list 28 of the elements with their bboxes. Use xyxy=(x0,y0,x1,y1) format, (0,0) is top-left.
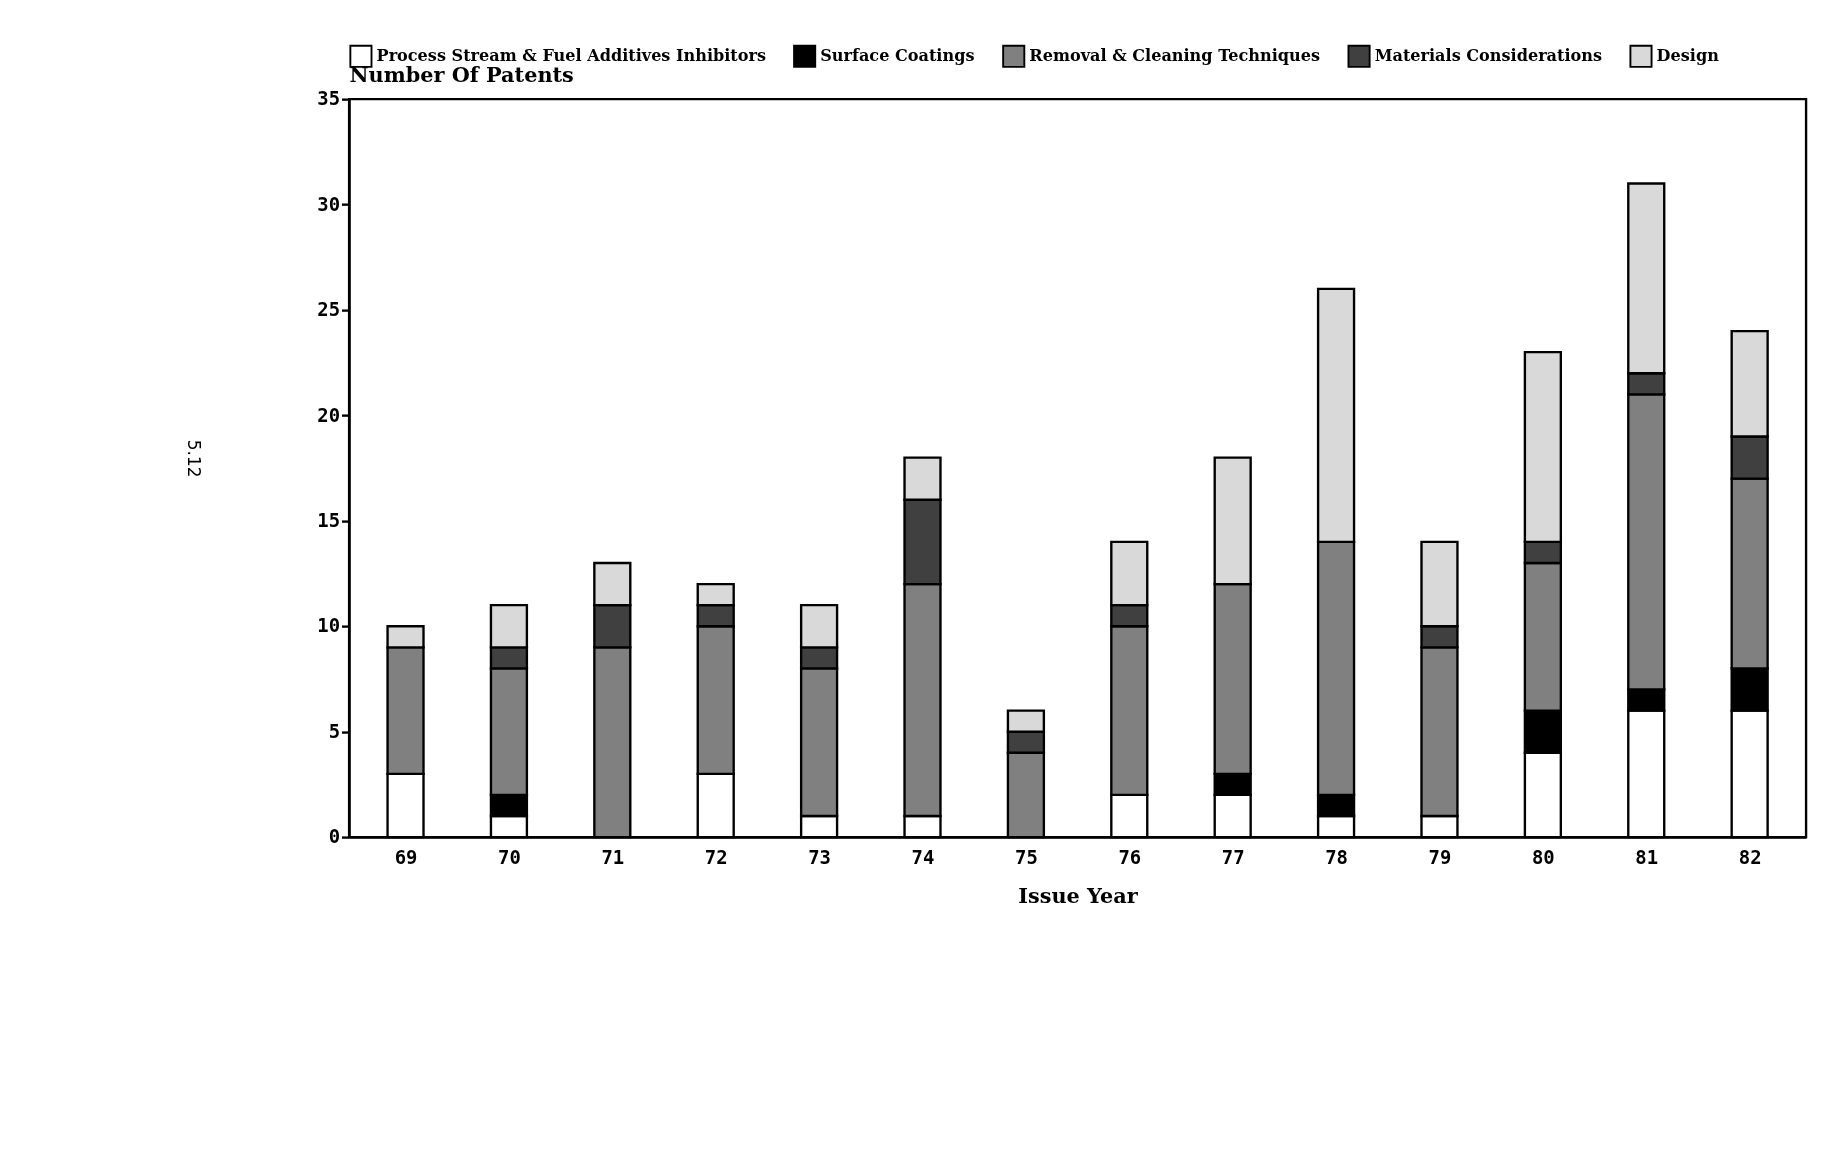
x-tick-label: 81 xyxy=(1635,846,1659,869)
y-tick-label: 15 xyxy=(317,508,341,531)
x-axis-title: Issue Year xyxy=(1018,882,1139,908)
y-tick-label: 5 xyxy=(328,719,341,742)
x-tick-label: 69 xyxy=(394,846,418,869)
x-tick-label: 71 xyxy=(601,846,625,869)
legend-label: Removal & Cleaning Techniques xyxy=(1029,46,1320,65)
x-tick-label: 76 xyxy=(1118,846,1142,869)
x-tick-label: 79 xyxy=(1428,846,1452,869)
y-tick-label: 10 xyxy=(317,614,341,637)
y-tick-label: 20 xyxy=(317,403,341,426)
x-tick-label: 74 xyxy=(911,846,935,869)
x-tick-label: 78 xyxy=(1325,846,1348,869)
x-tick-label: 80 xyxy=(1531,846,1555,869)
legend-label: Surface Coatings xyxy=(820,46,975,65)
y-tick-label: 30 xyxy=(317,192,341,215)
x-tick-label: 82 xyxy=(1738,846,1762,869)
legend-label: Materials Considerations xyxy=(1374,46,1603,65)
x-tick-label: 77 xyxy=(1221,846,1245,869)
y-tick-label: 0 xyxy=(328,825,341,848)
y-tick-label: 35 xyxy=(317,87,341,110)
text: 5.12 xyxy=(184,439,205,478)
y-tick-label: 25 xyxy=(317,298,341,321)
x-tick-label: 75 xyxy=(1014,846,1038,869)
x-tick-label: 73 xyxy=(808,846,831,869)
legend-label: Design xyxy=(1656,46,1720,65)
x-tick-label: 72 xyxy=(704,846,728,869)
x-tick-label: 70 xyxy=(498,846,521,869)
